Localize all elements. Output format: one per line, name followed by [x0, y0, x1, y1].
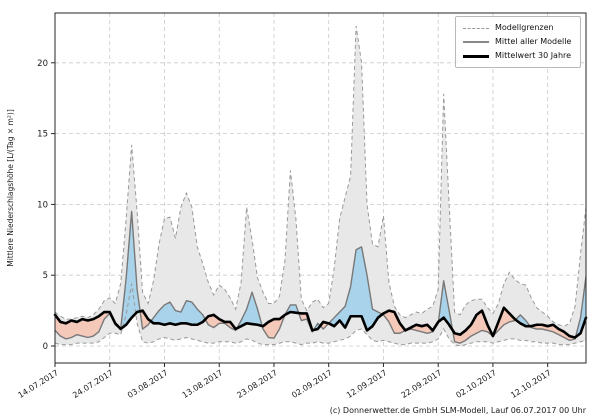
model-range-band — [55, 25, 586, 346]
svg-text:02.10.2017: 02.10.2017 — [454, 368, 498, 400]
band-max-line — [54, 25, 587, 327]
band-min-line — [54, 283, 587, 347]
legend-item-model-range: Modellgrenzen — [463, 21, 571, 35]
legend: Modellgrenzen Mittel aller Modelle Mitte… — [455, 16, 582, 68]
legend-item-climate-mean: Mittelwert 30 Jahre — [463, 49, 571, 63]
svg-text:12.09.2017: 12.09.2017 — [345, 368, 389, 400]
svg-text:10: 10 — [37, 200, 48, 210]
x-axis: 14.07.2017 24.07.2017 03.08.2017 13.08.2017… — [16, 363, 553, 400]
svg-text:5: 5 — [43, 271, 48, 281]
svg-text:15: 15 — [37, 130, 48, 140]
svg-text:12.10.2017: 12.10.2017 — [509, 368, 553, 400]
svg-text:24.07.2017: 24.07.2017 — [71, 368, 115, 400]
climate-mean-line — [53, 306, 588, 339]
plot-border — [54, 12, 587, 364]
svg-text:20: 20 — [37, 59, 48, 69]
svg-text:03.08.2017: 03.08.2017 — [126, 368, 170, 400]
gray-line-swatch — [463, 41, 489, 43]
svg-text:14.07.2017: 14.07.2017 — [16, 368, 60, 400]
legend-label: Modellgrenzen — [495, 23, 554, 32]
legend-label: Mittelwert 30 Jahre — [495, 51, 572, 60]
legend-item-model-mean: Mittel aller Modelle — [463, 35, 571, 49]
black-line-swatch — [463, 54, 489, 58]
legend-label: Mittel aller Modelle — [495, 37, 572, 46]
y-axis: 0 5 10 15 20 — [37, 59, 55, 352]
dashed-line-swatch — [463, 27, 489, 29]
svg-text:Mittlere Niederschlagshöhe [L/: Mittlere Niederschlagshöhe [L/(Tag × m²)… — [6, 109, 15, 267]
svg-text:23.08.2017: 23.08.2017 — [235, 368, 279, 400]
svg-text:02.09.2017: 02.09.2017 — [290, 368, 334, 400]
svg-text:0: 0 — [43, 342, 48, 352]
svg-text:22.09.2017: 22.09.2017 — [400, 368, 444, 400]
svg-text:13.08.2017: 13.08.2017 — [181, 368, 225, 400]
y-axis-label: Mittlere Niederschlagshöhe [L/(Tag × m²)… — [6, 109, 15, 267]
source-credit: (c) Donnerwetter.de GmbH SLM-Modell, Lau… — [329, 406, 586, 415]
